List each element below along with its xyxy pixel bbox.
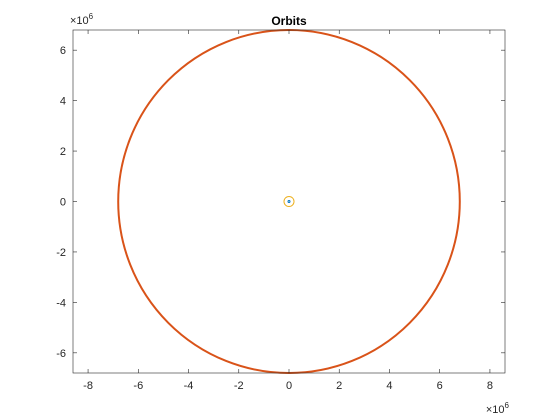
x-tick-label: -8 (83, 380, 93, 392)
y-tick-label: 4 (60, 96, 66, 108)
y-tick-label: 6 (60, 45, 66, 57)
x-tick-label: -4 (184, 380, 194, 392)
y-tick-label: -6 (56, 348, 66, 360)
orbit-circle-large (117, 29, 461, 374)
orbit-circle-center (287, 200, 291, 203)
x-tick-label: -6 (133, 380, 143, 392)
x-axis-exponent: ×106 (486, 401, 510, 416)
x-tick-label: 2 (336, 380, 342, 392)
x-tick-label: 4 (386, 380, 392, 392)
x-tick-label: 0 (286, 380, 292, 392)
y-tick-label: -2 (56, 247, 66, 259)
y-axis-exponent: ×106 (70, 12, 94, 27)
y-tick-label: 0 (60, 197, 66, 209)
ticks-layer: -8 -6 -4 -2 0 2 4 6 8 -6 -4 -2 0 2 4 6 (56, 30, 505, 392)
chart-title: Orbits (271, 14, 307, 28)
y-tick-label: -4 (56, 297, 66, 309)
series-layer (117, 29, 461, 374)
axes-box (72, 29, 506, 374)
orbit-circle-small (283, 195, 295, 208)
x-tick-label: -2 (234, 380, 244, 392)
x-tick-label: 6 (437, 380, 443, 392)
y-tick-label: 2 (60, 146, 66, 158)
x-tick-label: 8 (487, 380, 493, 392)
